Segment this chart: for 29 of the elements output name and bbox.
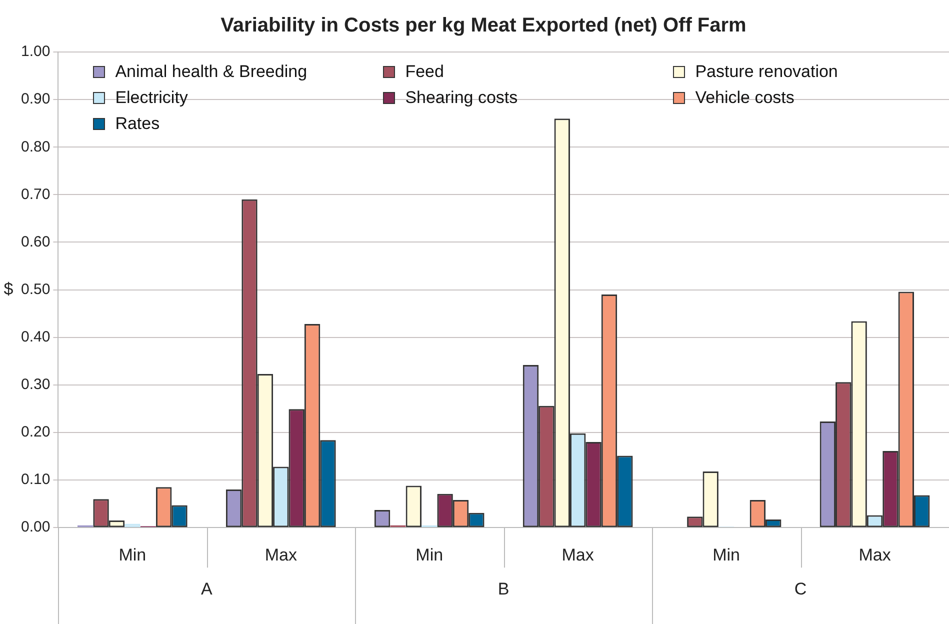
y-tick-label: 0.70 bbox=[20, 186, 50, 203]
chart-title: Variability in Costs per kg Meat Exported (net) Off Farm bbox=[220, 14, 746, 37]
y-tick-label: 0.10 bbox=[20, 471, 50, 488]
y-tick-label: 0.90 bbox=[20, 90, 50, 108]
legend-label: Vehicle costs bbox=[695, 88, 794, 108]
x-tick-label: Max bbox=[264, 545, 298, 564]
legend-label: Electricity bbox=[115, 88, 188, 108]
legend-label: Animal health & Breeding bbox=[115, 62, 308, 82]
y-tick-label: 0.00 bbox=[20, 518, 50, 536]
text: C bbox=[794, 579, 807, 598]
legend-label: Shearing costs bbox=[405, 88, 518, 108]
text: A bbox=[200, 579, 213, 598]
x-tick-label: Min bbox=[416, 545, 444, 564]
x-tick-label: Min bbox=[118, 545, 146, 564]
y-tick-label: 0.60 bbox=[20, 233, 50, 250]
text: B bbox=[498, 579, 510, 598]
y-tick-label: 0.30 bbox=[20, 376, 50, 394]
legend-label: Pasture renovation bbox=[695, 62, 838, 82]
y-tick-label: 0.80 bbox=[20, 138, 50, 156]
y-tick-label: 1.00 bbox=[20, 43, 50, 60]
x-tick-label: Max bbox=[562, 545, 594, 564]
x-tick-label: Min bbox=[712, 545, 740, 564]
y-tick-label: 0.50 bbox=[20, 280, 50, 298]
legend-label: Rates bbox=[115, 114, 160, 134]
y-tick-label: 0.40 bbox=[20, 328, 50, 346]
legend-label: Feed bbox=[405, 62, 444, 82]
y-tick-label: 0.20 bbox=[20, 424, 50, 441]
y-axis-title: $ bbox=[4, 279, 14, 298]
x-tick-label: Max bbox=[858, 545, 892, 564]
